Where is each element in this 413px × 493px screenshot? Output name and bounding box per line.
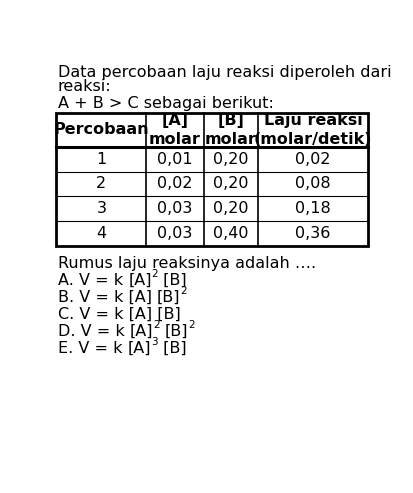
Text: 0,03: 0,03: [157, 201, 192, 216]
Text: 2: 2: [96, 176, 106, 191]
Bar: [56, 113, 367, 246]
Text: 0,36: 0,36: [294, 226, 330, 241]
Text: 3: 3: [151, 337, 157, 347]
Text: Percobaan: Percobaan: [53, 122, 149, 138]
Text: 0,02: 0,02: [157, 176, 192, 191]
Text: 2: 2: [151, 269, 158, 280]
Text: 0,40: 0,40: [213, 226, 248, 241]
Text: 0,20: 0,20: [213, 201, 248, 216]
Text: A + B > C sebagai berikut:: A + B > C sebagai berikut:: [58, 96, 273, 111]
Text: E. V = k: E. V = k: [58, 341, 127, 356]
Text: 0,01: 0,01: [157, 152, 192, 167]
Text: 1: 1: [96, 152, 106, 167]
Text: C. V = k [A] [B]: C. V = k [A] [B]: [58, 307, 180, 322]
Text: 3: 3: [96, 201, 106, 216]
Text: [A]: [A]: [127, 341, 151, 356]
Text: D. V = k: D. V = k: [58, 324, 130, 339]
Text: [B]: [B]: [157, 341, 186, 356]
Text: 0,18: 0,18: [294, 201, 330, 216]
Text: 2: 2: [153, 320, 159, 330]
Text: 0,20: 0,20: [213, 176, 248, 191]
Text: [A]: [A]: [130, 324, 153, 339]
Text: [A]
molar: [A] molar: [149, 113, 200, 147]
Text: [B]: [B]: [165, 324, 188, 339]
Text: [A]: [A]: [128, 273, 151, 288]
Text: 0,03: 0,03: [157, 226, 192, 241]
Text: [B]: [B]: [158, 273, 187, 288]
Text: 2: 2: [188, 320, 195, 330]
Text: 4: 4: [96, 226, 106, 241]
Text: Rumus laju reaksinya adalah ….: Rumus laju reaksinya adalah ….: [58, 256, 315, 271]
Text: A. V = k: A. V = k: [58, 273, 128, 288]
Text: Laju reaksi
(molar/detik): Laju reaksi (molar/detik): [253, 113, 371, 147]
Text: 2: 2: [180, 286, 187, 296]
Text: [B]: [B]: [157, 290, 180, 305]
Text: 0,02: 0,02: [294, 152, 330, 167]
Text: [B]
molar: [B] molar: [204, 113, 256, 147]
Text: Data percobaan laju reaksi diperoleh dari: Data percobaan laju reaksi diperoleh dar…: [58, 65, 391, 80]
Text: 0,08: 0,08: [294, 176, 330, 191]
Text: 0,20: 0,20: [213, 152, 248, 167]
Text: reaksi:: reaksi:: [58, 79, 112, 94]
Text: B. V = k [A]: B. V = k [A]: [58, 290, 157, 305]
